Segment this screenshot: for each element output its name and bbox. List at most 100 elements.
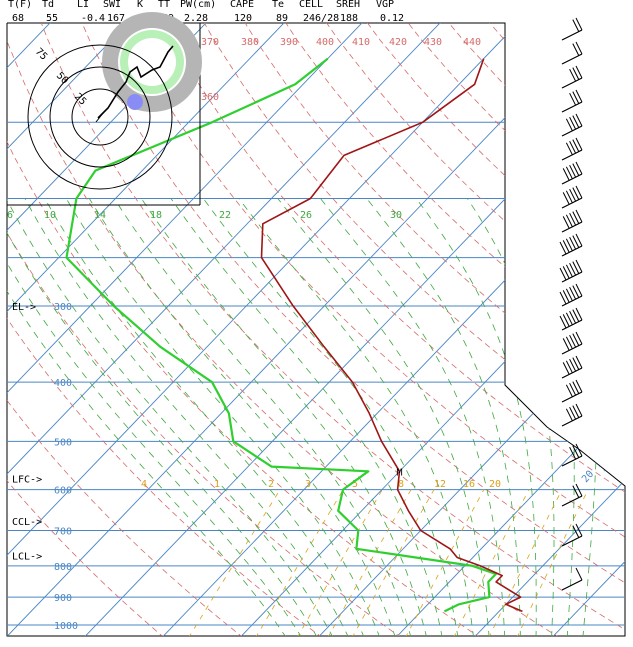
dry-adiabat-label: 400 — [316, 37, 334, 48]
dry-adiabat-line — [183, 23, 625, 636]
dry-adiabat-label: 380 — [241, 37, 259, 48]
hodograph-speed-ring — [49, 66, 151, 168]
wind-barb-feather — [569, 334, 577, 348]
wind-barb — [561, 185, 583, 209]
wind-barb-feather — [565, 214, 573, 228]
wind-barb-feather — [575, 209, 583, 223]
moist-adiabat-line — [366, 198, 521, 636]
wind-barb — [561, 65, 583, 89]
wind-barb-feather — [559, 291, 567, 305]
dry-adiabat-label: 390 — [280, 37, 298, 48]
header-label: VGP — [376, 0, 394, 10]
wind-barb — [559, 283, 583, 307]
pressure-tick-label: 800 — [54, 562, 72, 573]
wind-barb-feather — [575, 523, 583, 537]
wind-barb-feather — [572, 285, 580, 298]
header-label: LI — [77, 0, 89, 10]
wind-barbs — [559, 17, 583, 591]
moist-adiabat-line — [24, 198, 350, 636]
dry-adiabat-line — [7, 23, 402, 636]
header-label: SREH — [336, 0, 360, 10]
moist-adiabat-lines — [7, 198, 598, 636]
wind-barb-feather — [572, 163, 580, 176]
mixing-ratio-line — [188, 489, 281, 636]
level-annotation: LFC-> — [12, 474, 42, 485]
pressure-tick-label: 700 — [54, 526, 72, 537]
wind-barb — [559, 307, 583, 331]
wind-barb — [561, 567, 583, 591]
dewpoint-profile-line — [65, 57, 497, 613]
mixing-ratio-line — [255, 489, 344, 636]
wind-barb-feather — [572, 485, 580, 498]
wind-barb-feather — [565, 336, 573, 350]
wind-barb-feather — [575, 137, 583, 151]
wind-barb — [561, 17, 583, 41]
wind-barb-staff — [561, 77, 583, 89]
dry-adiabat-label: 430 — [424, 37, 442, 48]
pressure-tick-label: 300 — [54, 302, 72, 313]
isotherm-line — [7, 23, 85, 636]
header-value: 55 — [46, 13, 58, 24]
mixing-ratio-line — [404, 489, 485, 636]
wind-barb-feather — [569, 406, 577, 420]
hodograph-ring-label: 50 — [54, 70, 70, 86]
wind-barb-feather — [565, 312, 573, 326]
moist-adiabat-line — [467, 198, 555, 636]
wind-barb-feather — [575, 403, 583, 417]
hodograph-ring-label: 75 — [33, 46, 49, 62]
level-annotation: LCL-> — [12, 552, 42, 563]
mixing-ratio-lines — [188, 489, 589, 636]
moist-adiabat-line — [277, 198, 490, 636]
header-value: 89 — [276, 13, 288, 24]
pressure-tick-label: 400 — [54, 378, 72, 389]
header-label: CAPE — [230, 0, 254, 10]
isobar-lines — [7, 121, 625, 626]
moist-adiabat-label: 18 — [150, 210, 162, 221]
wind-barb-feather — [575, 331, 583, 345]
pressure-tick-label: 500 — [54, 437, 72, 448]
wind-barb-feather — [575, 567, 583, 581]
moist-adiabat-line — [203, 198, 459, 636]
wind-barb-feather — [569, 446, 577, 460]
dry-adiabat-label: 420 — [389, 37, 407, 48]
header-value: 246/28 — [303, 13, 339, 24]
moist-adiabat-line — [44, 198, 365, 636]
wind-barb-feather — [575, 17, 583, 31]
mixing-ratio-label: 5 — [352, 479, 358, 490]
pressure-tick-label: 600 — [54, 486, 72, 497]
wind-barb-feather — [575, 41, 583, 55]
dry-adiabat-line — [418, 23, 625, 636]
wind-barb-feather — [565, 360, 573, 374]
moist-adiabat-line — [517, 198, 575, 636]
dry-adiabat-label: 370 — [201, 37, 219, 48]
wind-barb-feather — [572, 445, 580, 458]
wind-barb-feather — [569, 212, 577, 226]
wind-barb-feather — [572, 381, 580, 394]
mixing-ratio-label: 2 — [268, 479, 274, 490]
wind-barb-feather — [565, 238, 573, 252]
mixing-ratio-line — [296, 489, 383, 636]
moist-adiabat-label: 10 — [44, 210, 56, 221]
dry-adiabat-label: 440 — [463, 37, 481, 48]
header-value: -0.4 — [81, 13, 105, 24]
wind-barb-feather — [569, 140, 577, 154]
wind-barb-feather — [572, 309, 580, 322]
moist-adiabat-line — [238, 198, 474, 636]
dry-adiabat-line — [575, 23, 625, 636]
hodograph-speed-ring — [27, 44, 173, 190]
dry-adiabat-line — [26, 23, 625, 636]
isotherm-line — [7, 23, 163, 636]
level-annotation: CCL-> — [12, 517, 42, 528]
mixing-ratio-line — [516, 489, 589, 636]
wind-barb — [561, 443, 583, 467]
wind-barb-feather — [569, 188, 577, 202]
moist-adiabat-label: 30 — [390, 210, 402, 221]
moist-adiabat-line — [7, 198, 303, 636]
dry-adiabat-line — [144, 23, 625, 636]
dry-adiabat-line — [7, 23, 561, 636]
level-annotations: EL-> LFC-> CCL-> LCL-> — [12, 302, 42, 563]
isotherm-line — [551, 23, 625, 636]
isotherm-line — [317, 23, 625, 636]
